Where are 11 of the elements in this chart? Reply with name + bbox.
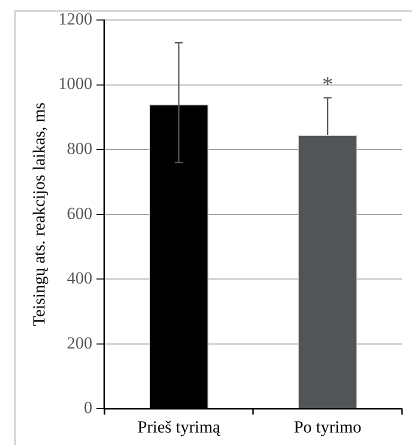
y-tick-label: 200 bbox=[66, 333, 92, 352]
y-tick-label: 1000 bbox=[58, 74, 92, 94]
y-axis-title: Teisingų ats. reakcijos laikas, ms bbox=[30, 102, 49, 326]
y-tick-label: 400 bbox=[66, 268, 92, 288]
x-tick-label: Po tyrimo bbox=[294, 417, 362, 436]
x-tick-label: Prieš tyrimą bbox=[137, 417, 221, 436]
y-tick-label: 600 bbox=[66, 204, 92, 223]
annotation: * bbox=[322, 72, 334, 96]
y-tick-label: 0 bbox=[84, 398, 92, 418]
y-tick-label: 1200 bbox=[58, 9, 92, 28]
y-tick-label: 800 bbox=[66, 139, 92, 158]
